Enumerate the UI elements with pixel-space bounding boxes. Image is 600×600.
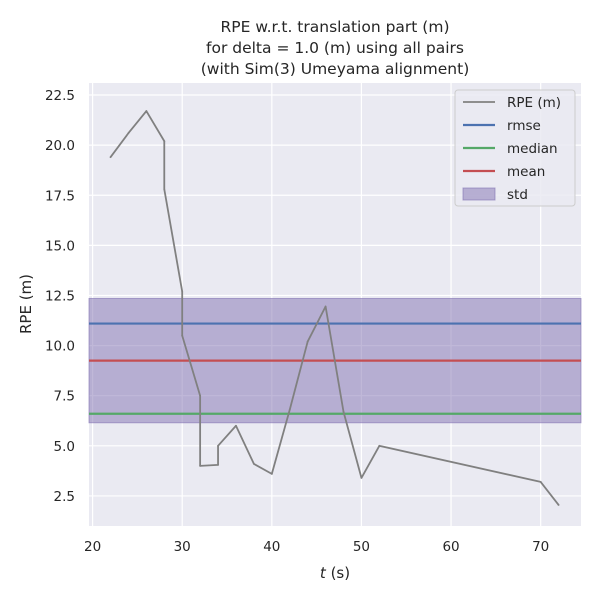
y-tick-label: 22.5: [45, 88, 75, 104]
data-point: [145, 110, 148, 112]
y-tick-label: 17.5: [45, 188, 75, 204]
legend-label: RPE (m): [507, 95, 561, 111]
x-axis-label: t (s): [320, 564, 350, 582]
x-tick-label: 40: [263, 539, 280, 555]
data-point: [181, 334, 184, 337]
data-point: [127, 132, 130, 135]
legend-swatch: [462, 187, 496, 201]
series-line-rpe: [109, 110, 560, 506]
legend-label: mean: [507, 164, 545, 180]
data-point: [199, 394, 202, 397]
y-tick-label: 12.5: [45, 288, 75, 304]
legend-label: median: [507, 141, 558, 157]
data-point: [288, 408, 291, 411]
legend-frame: [454, 89, 576, 207]
y-tick-label: 5.0: [54, 439, 75, 455]
data-point: [181, 290, 184, 293]
y-tick-label: 10.0: [45, 339, 75, 355]
x-tick-label: 60: [442, 539, 459, 555]
chart-title-line-1: RPE w.r.t. translation part (m): [220, 18, 449, 36]
y-tick-label: 15.0: [45, 238, 75, 254]
legend-label: rmse: [507, 118, 541, 134]
legend: RPE (m) rmse median mean std: [454, 89, 576, 207]
x-tick-label: 50: [353, 539, 370, 555]
data-point: [163, 140, 166, 143]
data-point: [252, 462, 255, 465]
x-tick-labels: 20 30 40 50 60 70: [84, 539, 549, 555]
y-tick-labels: 2.5 5.0 7.5 10.0 12.5 15.0 17.5 20.0 22.5: [45, 88, 75, 505]
y-axis-label: RPE (m): [17, 274, 35, 334]
chart-title-line-3: (with Sim(3) Umeyama alignment): [201, 60, 470, 78]
data-point: [109, 156, 112, 159]
data-point: [217, 444, 219, 447]
data-point: [557, 504, 560, 506]
y-tick-label: 7.5: [54, 389, 75, 405]
y-tick-label: 2.5: [54, 489, 75, 505]
legend-label: std: [507, 187, 528, 203]
y-tick-label: 20.0: [45, 138, 75, 154]
x-tick-label: 20: [84, 539, 101, 555]
data-point: [270, 472, 273, 475]
x-axis-label-var: t: [320, 564, 327, 582]
x-tick-label: 30: [174, 539, 191, 555]
data-point: [199, 464, 202, 467]
data-point: [324, 305, 327, 308]
chart-title-line-2: for delta = 1.0 (m) using all pairs: [206, 39, 464, 57]
series-layer: [109, 110, 560, 506]
data-point: [378, 444, 381, 447]
data-point: [342, 410, 345, 413]
data-point: [360, 476, 363, 479]
data-point: [163, 188, 166, 191]
data-point: [539, 481, 542, 483]
data-point: [306, 340, 309, 343]
x-axis-label-unit: (s): [326, 564, 350, 582]
x-tick-label: 70: [532, 539, 549, 555]
data-point: [217, 463, 219, 466]
data-point: [235, 424, 237, 427]
